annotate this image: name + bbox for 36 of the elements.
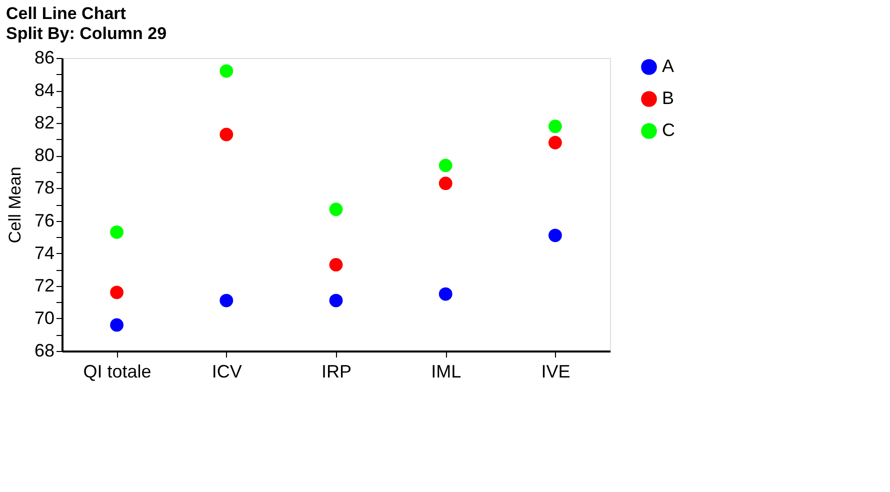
y-tick-label: 82 [34,112,54,133]
x-tick-label: IVE [541,362,570,382]
point [110,225,124,239]
point [548,228,562,242]
x-tick-label: QI totale [83,362,152,382]
y-tick-label: 70 [34,308,54,328]
point [329,294,343,308]
point [548,136,562,150]
point [110,286,124,300]
y-tick-label: 80 [34,145,54,166]
point [548,120,562,134]
point [438,287,452,301]
y-tick-label: 78 [34,178,54,198]
y-tick-label: 86 [34,48,54,68]
point [220,64,234,78]
x-tick-label: IRP [321,362,352,382]
point [329,202,343,216]
y-tick-label: 72 [34,275,54,296]
point [110,318,124,332]
point [438,176,452,190]
chart-title: Cell Line Chart [6,4,126,23]
y-axis-title: Cell Mean [5,166,24,244]
x-tick-label: IML [431,362,462,382]
legend-label: C [662,120,675,140]
x-tick-label: ICV [212,362,242,382]
y-tick-label: 84 [34,80,54,100]
point [329,258,343,272]
y-tick-label: 68 [34,340,54,360]
legend-label: B [662,88,674,108]
chart-subtitle: Split By: Column 29 [6,24,167,43]
point [220,128,234,142]
y-tick-label: 74 [34,242,54,263]
point [220,294,234,308]
legend-label: A [662,56,674,76]
point [438,158,452,172]
y-tick-label: 76 [34,210,54,230]
